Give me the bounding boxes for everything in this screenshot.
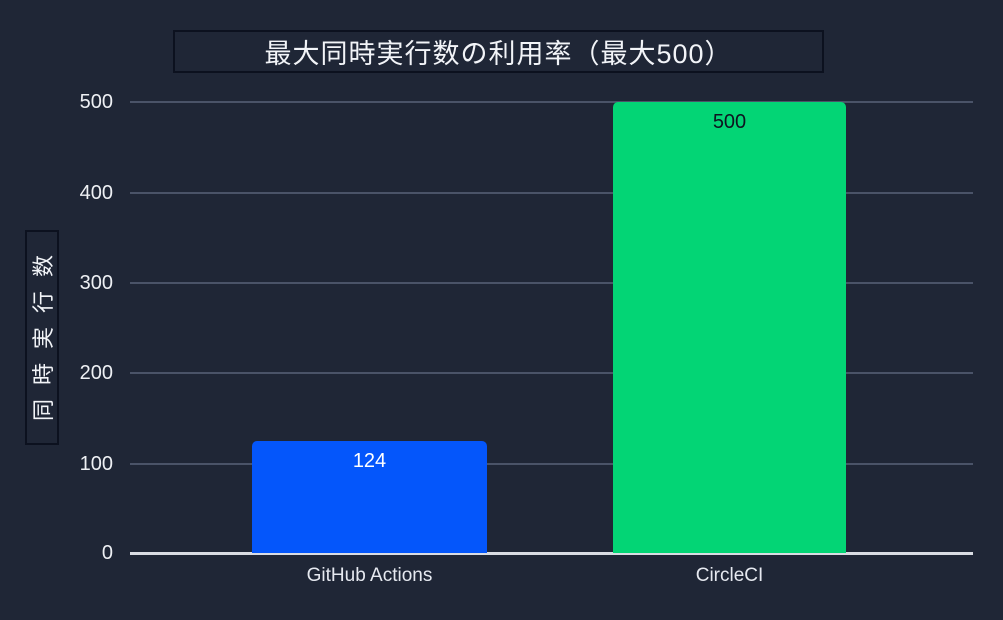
y-tick-label: 200 <box>79 361 113 384</box>
y-tick-label: 100 <box>79 452 113 475</box>
x-axis-line <box>130 551 973 555</box>
grid-line <box>130 192 973 194</box>
y-tick-500: 500 <box>58 88 973 116</box>
chart-title-box: 最大同時実行数の利用率（最大500） <box>173 30 824 73</box>
x-category-label-circleci: CircleCI <box>695 565 764 586</box>
bar-value-label: 500 <box>712 111 747 133</box>
y-tick-label: 400 <box>79 181 113 204</box>
bar-circleci: 500 <box>613 102 846 553</box>
grid-line <box>130 282 973 284</box>
grid-line <box>130 463 973 465</box>
y-tick-200: 200 <box>58 359 973 387</box>
grid-line <box>130 101 973 103</box>
y-axis-label: 同時実行数 <box>31 240 56 421</box>
y-axis-label-box: 同時実行数 <box>25 230 59 445</box>
bar-github-actions: 124 <box>252 441 487 553</box>
y-tick-400: 400 <box>58 179 973 207</box>
y-tick-300: 300 <box>58 269 973 297</box>
y-tick-label: 300 <box>79 271 113 294</box>
chart-title: 最大同時実行数の利用率（最大500） <box>264 39 733 69</box>
bar-value-label: 124 <box>352 450 387 472</box>
y-tick-100: 100 <box>58 450 973 478</box>
y-tick-label: 0 <box>101 541 113 564</box>
x-category-label-github-actions: GitHub Actions <box>306 565 433 586</box>
y-tick-label: 500 <box>79 90 113 113</box>
y-tick-0: 0 <box>58 539 973 567</box>
grid-line <box>130 372 973 374</box>
